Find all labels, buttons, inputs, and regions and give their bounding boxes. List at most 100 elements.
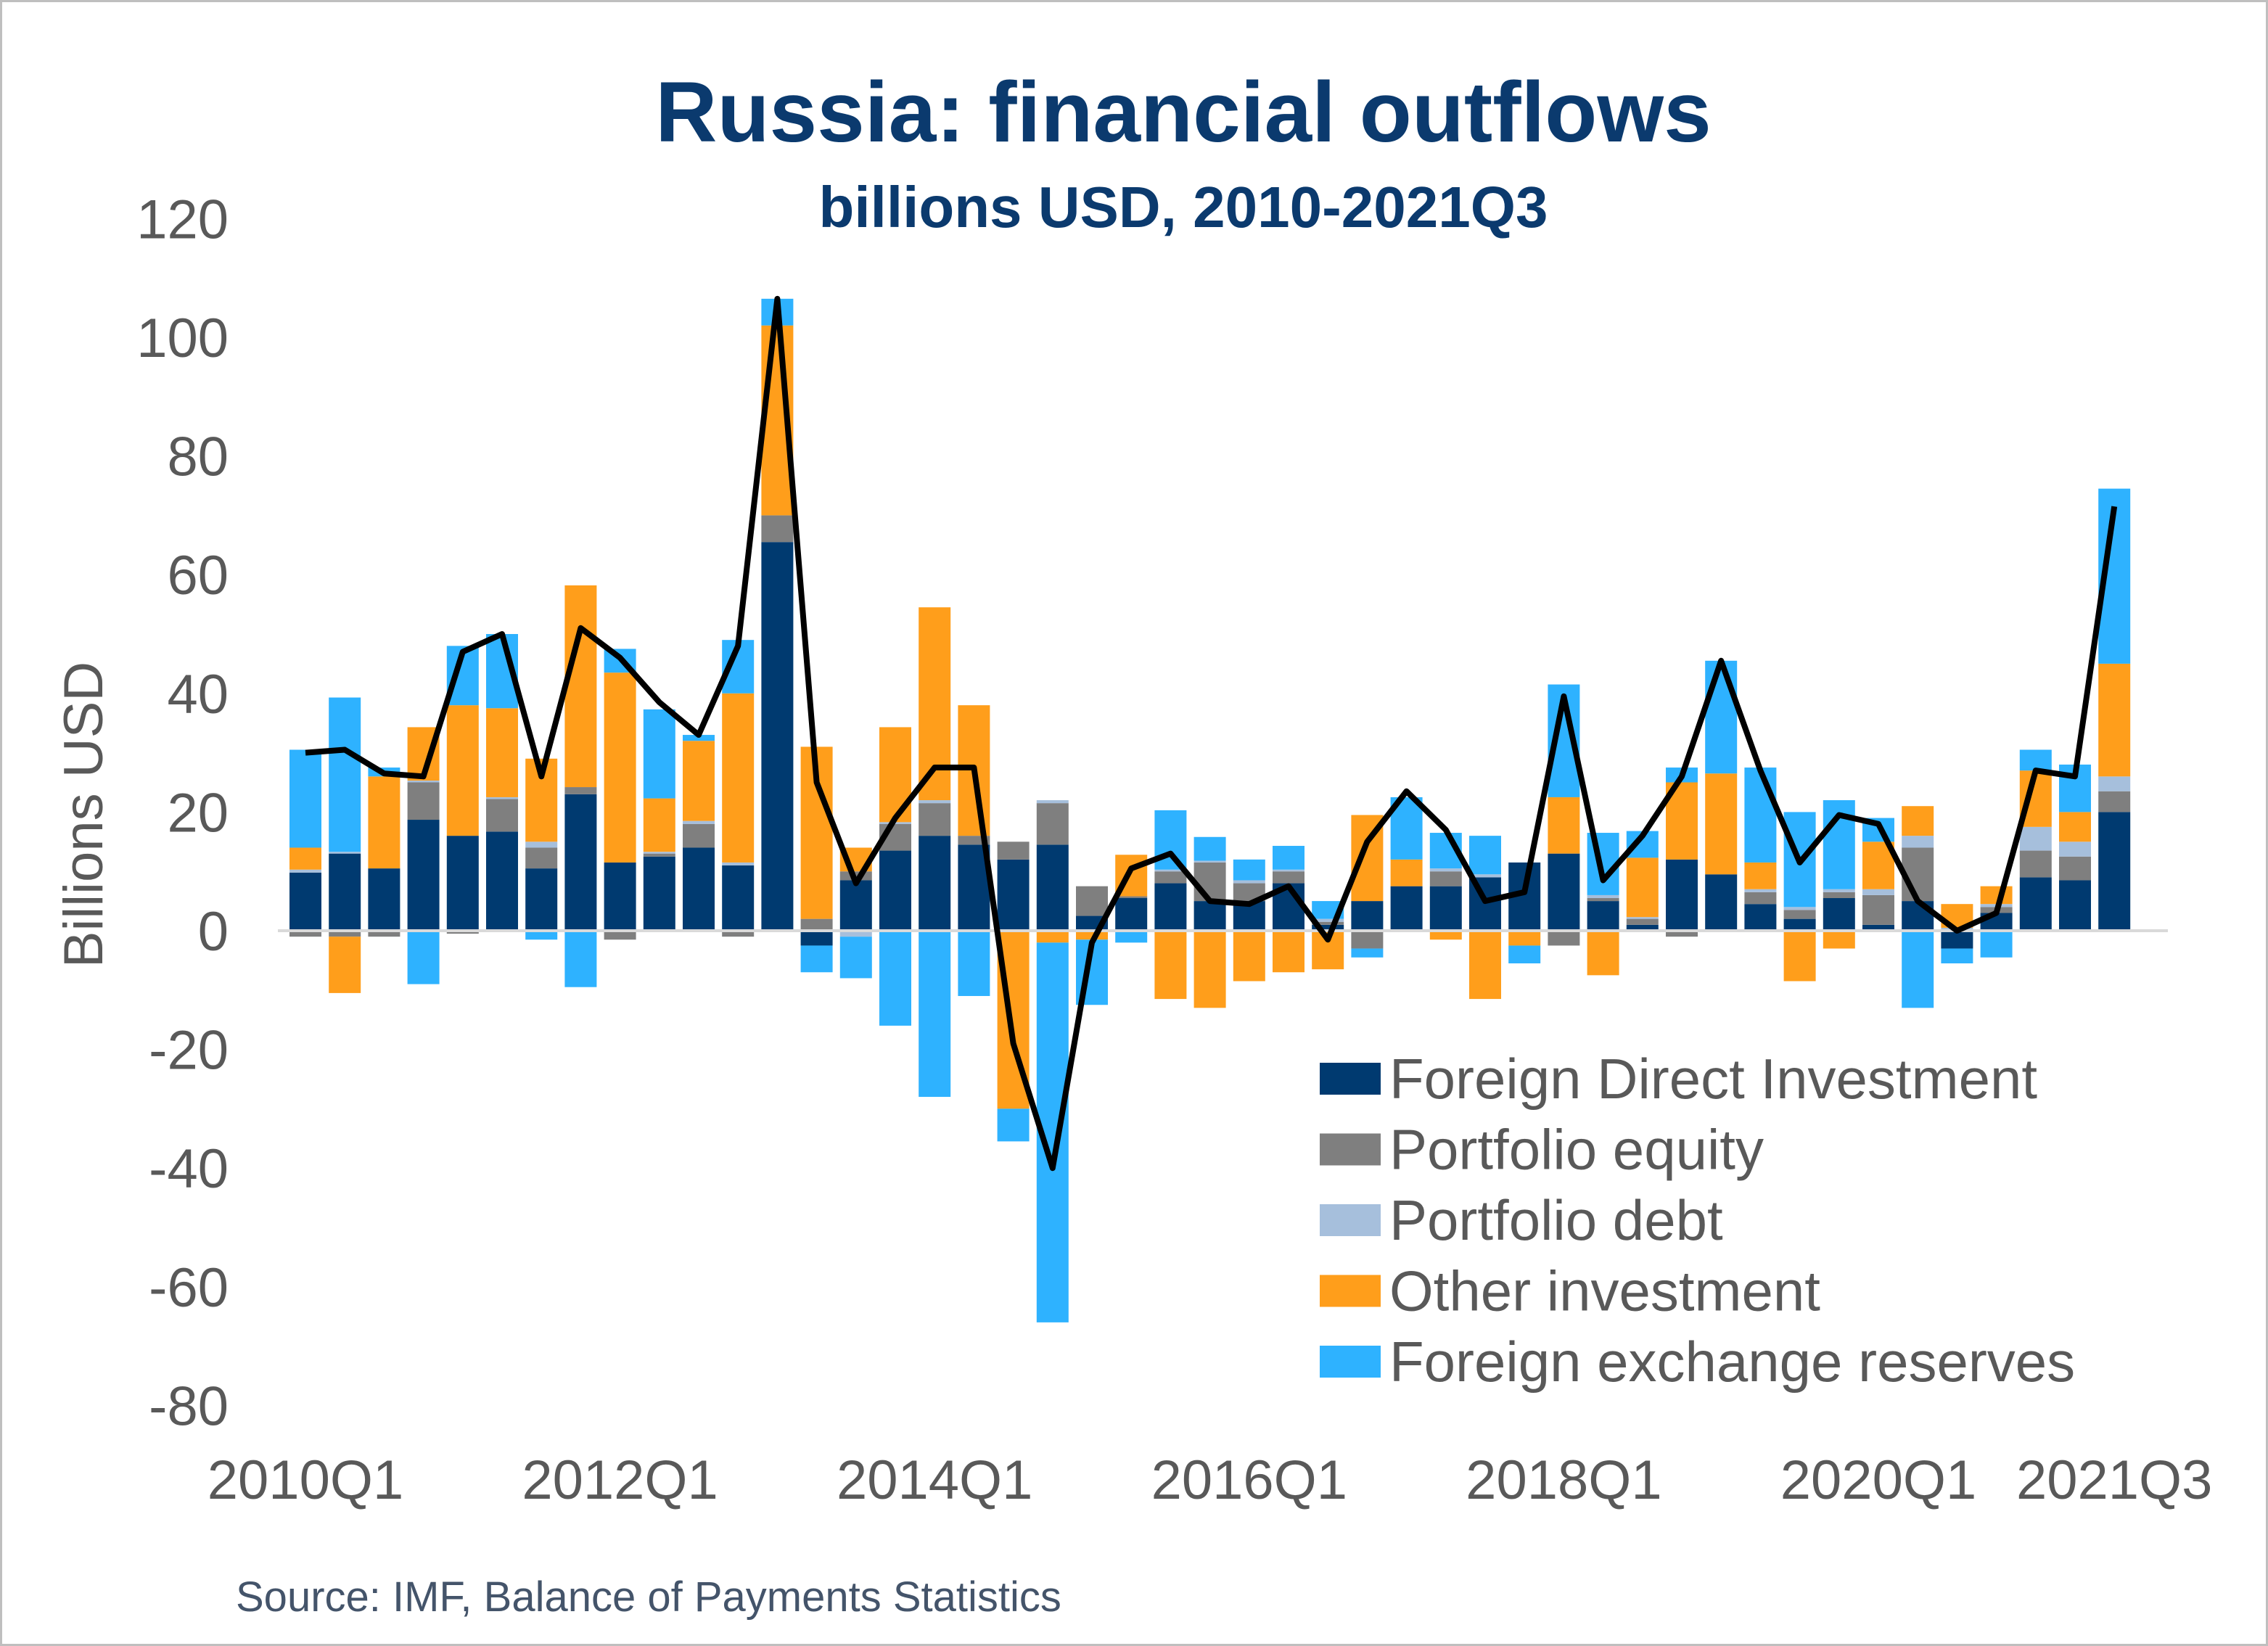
bar-other-investment-2019Q1 [1705,773,1738,875]
y-tick-label: -60 [149,1257,229,1319]
bar-portfolio-equity-2015Q1 [1076,886,1108,916]
x-axis-ticks: 2010Q1 2012Q1 2014Q1 2016Q1 2018Q1 2020Q1 2021… [208,1449,2213,1511]
bar-other-investment-2019Q2 [1744,862,1777,889]
bar-foreign-exchange-reserves-2021Q1 [2019,749,2052,771]
bar-foreign-direct-investment-2013Q2 [800,931,833,946]
bar-foreign-exchange-reserves-2020Q2 [1902,931,1934,1008]
bar-foreign-exchange-reserves-2014Q3 [997,1108,1030,1142]
bar-foreign-exchange-reserves-2016Q1 [1233,859,1265,881]
bar-foreign-exchange-reserves-2012Q3 [683,735,715,741]
bar-portfolio-debt-2019Q3 [1783,907,1816,910]
legend-label: Foreign exchange reserves [1389,1330,2075,1394]
bar-other-investment-2010Q3 [368,776,400,869]
bar-other-investment-2017Q4 [1508,931,1541,946]
bar-foreign-direct-investment-2011Q2 [486,831,518,931]
bar-portfolio-equity-2011Q2 [486,799,518,832]
y-tick-label: -40 [149,1138,229,1200]
bar-portfolio-debt-2016Q1 [1233,880,1265,884]
bar-foreign-direct-investment-2014Q4 [1036,844,1069,931]
bar-foreign-direct-investment-2018Q1 [1548,853,1580,931]
bar-portfolio-equity-2013Q1 [761,515,794,543]
bar-other-investment-2011Q2 [486,708,518,797]
bar-foreign-exchange-reserves-2011Q4 [564,931,597,987]
bar-other-investment-2020Q2 [1902,806,1934,836]
legend-swatch [1320,1346,1381,1378]
bar-portfolio-debt-2020Q2 [1902,836,1934,848]
bar-other-investment-2012Q1 [604,672,636,863]
bar-foreign-direct-investment-2020Q2 [1902,901,1934,931]
bar-portfolio-equity-2015Q4 [1193,862,1226,902]
y-tick-label: 40 [167,664,229,725]
bar-portfolio-debt-2021Q2 [2059,841,2091,857]
source-note: Source: IMF, Balance of Payments Statist… [236,1573,1061,1621]
bar-other-investment-2014Q4 [1036,931,1069,943]
bar-portfolio-debt-2018Q3 [1626,917,1659,919]
bar-other-investment-2017Q1 [1390,859,1423,886]
x-tick-label: 2021Q3 [2016,1449,2212,1511]
bar-portfolio-equity-2015Q2 [1115,896,1148,899]
bar-foreign-exchange-reserves-2010Q1 [289,749,321,848]
bar-portfolio-debt-2017Q2 [1429,868,1462,872]
bar-portfolio-debt-2010Q1 [289,869,321,873]
bar-portfolio-debt-2012Q2 [643,852,675,854]
bar-other-investment-2018Q2 [1587,931,1619,976]
y-tick-label: 120 [136,189,229,250]
bar-portfolio-equity-2018Q1 [1548,931,1580,946]
bar-foreign-exchange-reserves-2016Q2 [1273,846,1304,870]
bar-portfolio-debt-2014Q4 [1036,800,1069,804]
bar-portfolio-debt-2019Q4 [1823,889,1855,892]
bar-portfolio-debt-2013Q3 [839,931,872,937]
bar-portfolio-debt-2014Q1 [919,800,951,804]
bar-other-investment-2021Q2 [2059,812,2091,842]
x-tick-label: 2020Q1 [1780,1449,1976,1511]
bar-portfolio-debt-2010Q4 [407,781,440,783]
bar-foreign-exchange-reserves-2019Q1 [1705,660,1738,774]
bar-portfolio-debt-2011Q3 [525,841,558,848]
bar-foreign-direct-investment-2012Q4 [722,865,755,931]
bar-foreign-direct-investment-2013Q4 [879,850,911,931]
bar-portfolio-debt-2016Q2 [1273,869,1304,872]
bar-other-investment-2017Q2 [1429,931,1462,940]
bar-portfolio-equity-2011Q4 [564,787,597,794]
bar-foreign-direct-investment-2010Q2 [329,853,361,931]
bar-foreign-direct-investment-2010Q3 [368,868,400,931]
bar-foreign-direct-investment-2018Q4 [1666,859,1698,931]
bar-portfolio-equity-2010Q4 [407,782,440,820]
bar-portfolio-debt-2021Q3 [2098,776,2131,791]
y-tick-label: -80 [149,1375,229,1437]
bar-portfolio-debt-2015Q3 [1154,869,1187,872]
y-tick-label: 100 [136,308,229,369]
y-tick-label: 0 [198,901,229,963]
bar-foreign-direct-investment-2019Q1 [1705,874,1738,931]
legend-label: Foreign Direct Investment [1389,1047,2037,1111]
bar-portfolio-equity-2010Q1 [289,931,321,937]
bar-other-investment-2010Q1 [289,847,321,870]
bar-foreign-direct-investment-2020Q1 [1862,924,1894,931]
bar-other-investment-2012Q3 [683,741,715,821]
bar-foreign-direct-investment-2016Q3 [1312,924,1344,931]
y-tick-label: 60 [167,545,229,606]
bar-foreign-direct-investment-2011Q4 [564,794,597,931]
bar-foreign-direct-investment-2014Q1 [919,836,951,931]
bar-other-investment-2016Q1 [1233,931,1265,982]
bar-portfolio-equity-2019Q3 [1783,910,1816,919]
bar-foreign-direct-investment-2021Q3 [2098,812,2131,931]
bar-foreign-direct-investment-2018Q3 [1626,924,1659,931]
bar-portfolio-equity-2018Q4 [1666,931,1698,937]
bar-foreign-direct-investment-2019Q2 [1744,904,1777,931]
bar-portfolio-equity-2018Q3 [1626,918,1659,925]
bar-foreign-exchange-reserves-2015Q2 [1115,931,1148,943]
bar-foreign-direct-investment-2014Q3 [997,859,1030,931]
legend-swatch [1320,1063,1381,1095]
bar-portfolio-equity-2021Q2 [2059,856,2091,881]
bar-portfolio-equity-2012Q3 [683,823,715,848]
bar-foreign-exchange-reserves-2014Q1 [919,931,951,1098]
bar-foreign-exchange-reserves-2012Q2 [643,709,675,799]
bar-foreign-direct-investment-2012Q2 [643,856,675,931]
legend: Foreign Direct Investment Portfolio equit… [1320,1047,2075,1394]
bars [289,298,2131,1322]
x-tick-label: 2016Q1 [1151,1449,1347,1511]
bar-other-investment-2012Q4 [722,693,755,863]
bar-portfolio-debt-2010Q2 [329,852,361,854]
bar-portfolio-equity-2018Q2 [1587,898,1619,902]
